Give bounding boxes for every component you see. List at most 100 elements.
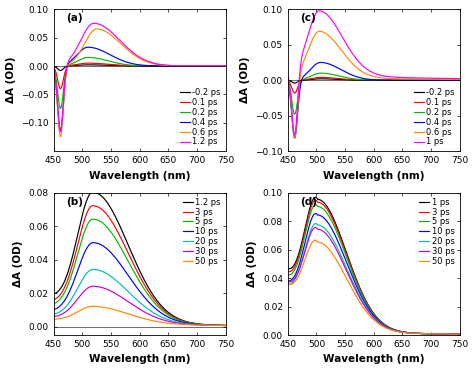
1.2 ps <box>153 296 158 300</box>
3 ps <box>457 332 463 336</box>
0.6 ps <box>129 51 135 55</box>
0.6 ps <box>457 77 463 82</box>
Line: 5 ps: 5 ps <box>54 219 226 326</box>
0.4 ps <box>330 63 336 68</box>
Line: 20 ps: 20 ps <box>288 223 460 334</box>
-0.2 ps <box>330 77 336 81</box>
0.6 ps <box>58 135 64 139</box>
1 ps <box>364 67 369 71</box>
3 ps <box>81 219 87 223</box>
0.4 ps <box>285 81 291 85</box>
-0.2 ps <box>153 64 158 68</box>
3 ps <box>153 299 158 303</box>
1.2 ps <box>223 323 228 328</box>
Line: 0.6 ps: 0.6 ps <box>54 29 226 137</box>
-0.2 ps <box>82 63 87 67</box>
3 ps <box>223 323 228 328</box>
0.4 ps <box>166 64 172 68</box>
1 ps <box>312 195 318 199</box>
1.2 ps <box>181 319 186 323</box>
0.6 ps <box>316 29 321 34</box>
1.2 ps <box>181 64 186 68</box>
10 ps <box>363 302 369 307</box>
0.1 ps <box>415 78 421 83</box>
50 ps <box>51 317 56 322</box>
3 ps <box>285 269 291 274</box>
30 ps <box>51 314 56 319</box>
Line: 50 ps: 50 ps <box>54 306 226 326</box>
-0.2 ps <box>285 78 291 83</box>
30 ps <box>285 280 291 284</box>
10 ps <box>387 326 392 330</box>
Y-axis label: ΔA (OD): ΔA (OD) <box>6 57 16 104</box>
20 ps <box>415 331 420 336</box>
5 ps <box>129 265 135 270</box>
50 ps <box>81 306 87 311</box>
Text: (c): (c) <box>300 13 316 23</box>
5 ps <box>181 319 186 324</box>
50 ps <box>129 313 135 317</box>
0.1 ps <box>85 61 91 65</box>
1 ps <box>457 332 463 336</box>
30 ps <box>312 225 318 230</box>
0.4 ps <box>457 78 463 83</box>
Line: 10 ps: 10 ps <box>54 243 226 326</box>
20 ps <box>51 312 56 316</box>
5 ps <box>223 323 228 328</box>
20 ps <box>129 293 135 297</box>
20 ps <box>285 282 291 287</box>
10 ps <box>329 228 335 232</box>
Line: 0.6 ps: 0.6 ps <box>288 31 460 137</box>
0.4 ps <box>58 128 64 133</box>
0.4 ps <box>181 64 186 68</box>
0.1 ps <box>153 64 158 68</box>
0.6 ps <box>401 77 406 81</box>
-0.2 ps <box>58 68 64 73</box>
3 ps <box>95 205 101 209</box>
0.4 ps <box>318 60 323 65</box>
20 ps <box>387 326 392 331</box>
10 ps <box>457 332 463 336</box>
30 ps <box>363 306 369 310</box>
5 ps <box>285 272 291 277</box>
10 ps <box>223 323 228 328</box>
1 ps <box>316 9 322 13</box>
1 ps <box>329 214 335 218</box>
5 ps <box>387 326 392 330</box>
0.4 ps <box>387 78 392 83</box>
0.6 ps <box>364 72 369 76</box>
1.2 ps <box>82 31 87 36</box>
X-axis label: Wavelength (nm): Wavelength (nm) <box>323 354 425 364</box>
Y-axis label: ΔA (OD): ΔA (OD) <box>13 240 23 287</box>
10 ps <box>400 330 406 334</box>
1.2 ps <box>166 63 172 68</box>
0.1 ps <box>364 78 369 83</box>
Text: (a): (a) <box>65 13 82 23</box>
30 ps <box>90 284 96 289</box>
0.1 ps <box>330 76 336 80</box>
0.4 ps <box>153 64 158 68</box>
0.2 ps <box>166 64 172 68</box>
-0.2 ps <box>51 64 56 68</box>
0.2 ps <box>415 78 421 83</box>
Line: 10 ps: 10 ps <box>288 213 460 334</box>
0.4 ps <box>129 61 135 66</box>
50 ps <box>285 282 291 286</box>
Line: 0.1 ps: 0.1 ps <box>288 77 460 93</box>
20 ps <box>363 305 369 309</box>
30 ps <box>166 319 172 324</box>
0.2 ps <box>58 106 64 111</box>
20 ps <box>181 321 186 326</box>
1.2 ps <box>129 251 135 255</box>
0.4 ps <box>85 45 91 50</box>
Line: 30 ps: 30 ps <box>288 228 460 334</box>
10 ps <box>316 213 321 217</box>
0.2 ps <box>387 78 392 83</box>
20 ps <box>81 275 87 279</box>
0.4 ps <box>292 136 298 140</box>
Line: -0.2 ps: -0.2 ps <box>288 79 460 83</box>
5 ps <box>51 302 56 306</box>
10 ps <box>90 240 96 245</box>
0.2 ps <box>181 64 186 68</box>
20 ps <box>166 317 172 322</box>
